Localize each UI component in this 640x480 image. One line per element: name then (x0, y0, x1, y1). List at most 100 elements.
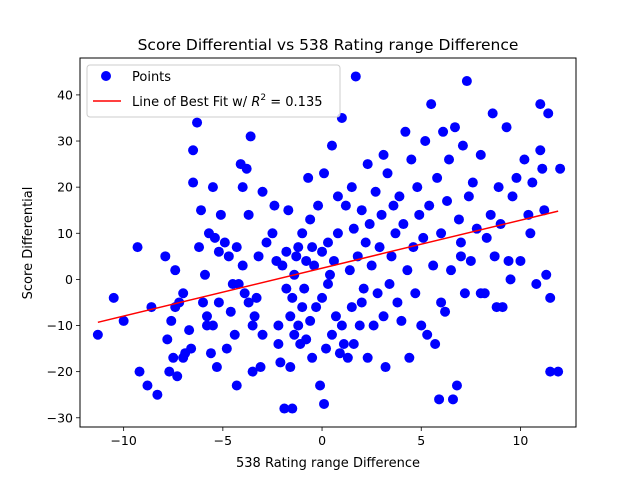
chart-title: Score Differential vs 538 Rating range D… (138, 36, 519, 54)
y-tick-label: 20 (57, 180, 73, 195)
data-point-124 (348, 223, 359, 234)
data-point-205 (519, 154, 530, 165)
data-point-207 (527, 177, 538, 188)
data-point-131 (358, 283, 369, 294)
data-point-108 (324, 269, 335, 280)
data-point-48 (233, 279, 244, 290)
legend-line-prefix: Line of Best Fit w/ (132, 95, 251, 110)
data-point-52 (239, 288, 250, 299)
data-point-214 (543, 108, 554, 119)
data-point-138 (370, 186, 381, 197)
data-point-60 (251, 292, 262, 303)
data-point-176 (444, 154, 455, 165)
data-point-221 (475, 288, 486, 299)
data-point-202 (507, 191, 518, 202)
data-point-29 (201, 311, 212, 322)
x-tick-label: −10 (110, 433, 136, 448)
data-point-73 (279, 403, 290, 414)
data-point-158 (408, 242, 419, 253)
data-point-57 (247, 320, 258, 331)
legend: Points Line of Best Fit w/ R2 = 0.135 (86, 64, 341, 118)
data-point-143 (378, 149, 389, 160)
data-point-46 (231, 380, 242, 391)
data-point-40 (219, 237, 230, 248)
data-point-87 (297, 302, 308, 313)
data-point-91 (301, 255, 312, 266)
data-point-173 (438, 126, 449, 137)
data-point-193 (485, 209, 496, 220)
data-point-75 (281, 283, 292, 294)
data-point-8 (160, 251, 171, 262)
data-point-92 (303, 172, 314, 183)
data-point-129 (356, 205, 367, 216)
data-point-72 (277, 260, 288, 271)
data-point-101 (317, 246, 328, 257)
data-point-175 (442, 195, 453, 206)
y-tick-label: 0 (65, 272, 73, 287)
data-point-162 (416, 320, 427, 331)
data-point-25 (194, 242, 205, 253)
data-point-172 (436, 228, 447, 239)
data-point-169 (430, 338, 441, 349)
data-point-93 (305, 315, 316, 326)
y-axis-label: Score Differential (21, 187, 36, 300)
points-layer (92, 71, 566, 414)
data-point-109 (326, 140, 337, 151)
data-point-42 (223, 251, 234, 262)
data-point-157 (406, 154, 417, 165)
data-point-78 (285, 362, 296, 373)
data-point-105 (321, 343, 332, 354)
data-point-121 (344, 265, 355, 276)
data-point-197 (493, 182, 504, 193)
data-point-107 (323, 279, 333, 290)
data-point-97 (309, 260, 320, 271)
data-point-84 (293, 242, 304, 253)
y-tick-label: −30 (47, 410, 73, 425)
data-point-83 (291, 251, 302, 262)
data-point-55 (243, 209, 254, 220)
data-point-28 (199, 269, 210, 280)
data-point-114 (332, 191, 343, 202)
data-point-66 (267, 228, 278, 239)
data-point-61 (253, 251, 264, 262)
data-point-200 (501, 122, 512, 133)
data-point-63 (257, 329, 268, 340)
data-point-11 (166, 315, 177, 326)
data-point-56 (245, 131, 256, 142)
data-point-165 (422, 329, 433, 340)
data-point-115 (334, 348, 345, 359)
x-axis-label: 538 Rating range Difference (236, 456, 420, 471)
data-point-69 (273, 320, 284, 331)
best-fit-line (97, 210, 559, 324)
data-point-137 (368, 320, 379, 331)
axes-frame (79, 57, 577, 428)
x-tick-label: 0 (318, 433, 326, 448)
data-point-118 (338, 338, 349, 349)
data-point-201 (503, 255, 514, 266)
y-tick-label: −10 (47, 318, 73, 333)
data-point-144 (380, 362, 391, 373)
data-point-120 (342, 352, 353, 363)
data-point-177 (446, 265, 457, 276)
data-point-113 (332, 228, 343, 239)
data-point-1 (108, 292, 119, 303)
legend-line-sup: 2 (260, 93, 266, 103)
data-point-41 (221, 343, 232, 354)
y-tick-label: 40 (57, 87, 73, 102)
data-point-148 (388, 200, 399, 211)
data-point-132 (360, 237, 371, 248)
data-point-17 (178, 288, 189, 299)
best-fit-line-layer (97, 210, 559, 324)
data-point-130 (356, 297, 367, 308)
data-point-103 (319, 398, 330, 409)
data-point-37 (213, 297, 224, 308)
data-point-10 (164, 366, 175, 377)
data-point-89 (299, 283, 310, 294)
data-point-194 (487, 108, 498, 119)
data-point-136 (366, 260, 377, 271)
legend-label-points: Points (132, 70, 171, 85)
data-point-81 (289, 329, 300, 340)
data-point-36 (211, 362, 222, 373)
data-point-178 (447, 394, 458, 405)
